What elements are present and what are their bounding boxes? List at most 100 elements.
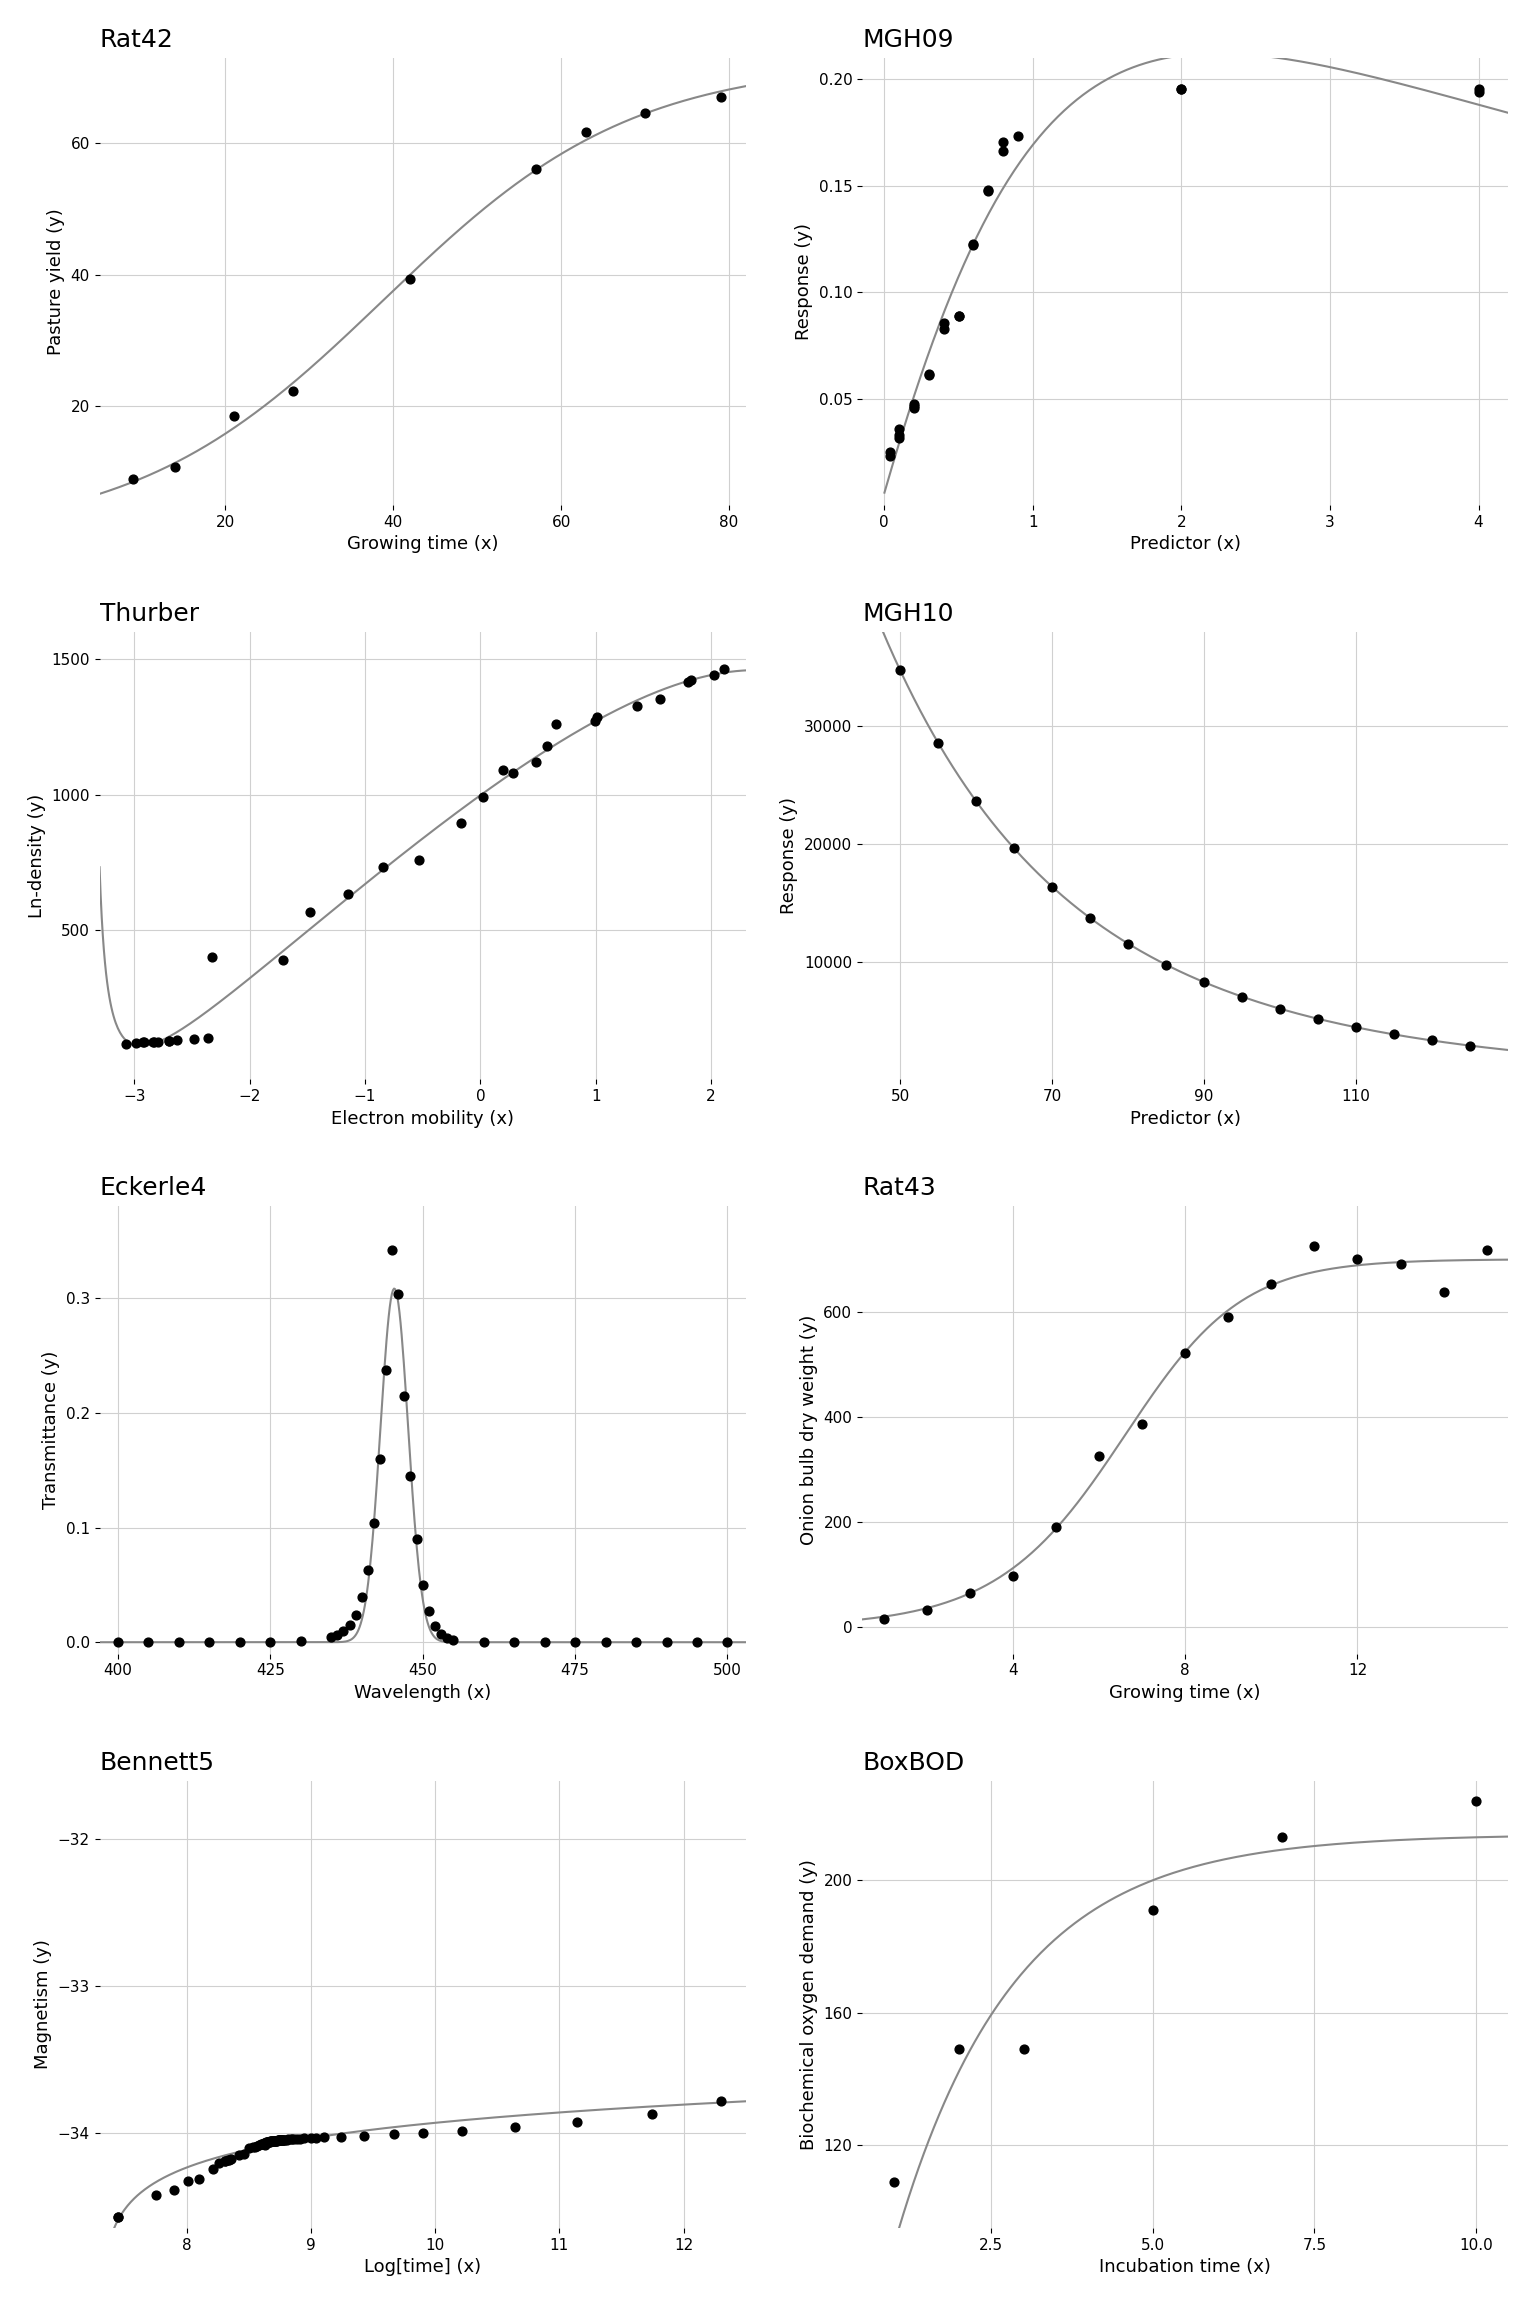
Point — [582, 703, 607, 740]
Point — [1086, 1438, 1111, 1475]
Point — [276, 2122, 301, 2159]
Point — [1141, 1892, 1166, 1928]
Point — [926, 723, 951, 760]
Point — [270, 2122, 295, 2159]
Point — [137, 1624, 161, 1661]
Point — [392, 1378, 416, 1415]
Point — [1006, 118, 1031, 154]
Point — [1475, 1230, 1499, 1267]
Point — [146, 1023, 170, 1060]
Point — [207, 2145, 232, 2182]
Point — [381, 2115, 406, 2152]
Point — [373, 1352, 398, 1389]
Point — [166, 1624, 190, 1661]
Point — [157, 1023, 181, 1060]
Point — [535, 728, 559, 765]
Point — [1467, 71, 1491, 108]
Y-axis label: Response (y): Response (y) — [780, 797, 799, 915]
Text: Rat42: Rat42 — [100, 28, 174, 51]
Point — [344, 1597, 369, 1634]
Point — [257, 2124, 281, 2161]
Y-axis label: Transmittance (y): Transmittance (y) — [41, 1350, 60, 1509]
Point — [253, 2124, 278, 2161]
Point — [266, 2122, 290, 2159]
Point — [404, 1521, 429, 1558]
Point — [243, 2129, 267, 2166]
Point — [624, 1624, 648, 1661]
Point — [1154, 947, 1178, 984]
Point — [593, 1624, 617, 1661]
Point — [888, 652, 912, 689]
Point — [258, 2122, 283, 2159]
Point — [212, 2143, 237, 2180]
Point — [106, 2198, 131, 2235]
Point — [886, 417, 911, 454]
Point — [272, 2122, 296, 2159]
Point — [267, 2122, 292, 2159]
Text: Bennett5: Bennett5 — [100, 1751, 215, 1774]
Point — [272, 2122, 296, 2159]
Y-axis label: Biochemical oxygen demand (y): Biochemical oxygen demand (y) — [800, 1859, 817, 2150]
Point — [200, 938, 224, 975]
Point — [708, 2083, 733, 2120]
Point — [902, 389, 926, 426]
Text: Rat43: Rat43 — [862, 1177, 935, 1200]
Point — [258, 1624, 283, 1661]
Point — [275, 2122, 300, 2159]
Point — [975, 170, 1000, 207]
Point — [257, 2124, 281, 2161]
Point — [946, 297, 971, 334]
Y-axis label: Ln-density (y): Ln-density (y) — [28, 793, 46, 917]
Point — [187, 2161, 212, 2198]
X-axis label: Electron mobility (x): Electron mobility (x) — [332, 1111, 515, 1127]
Point — [121, 461, 146, 498]
X-axis label: Incubation time (x): Incubation time (x) — [1100, 2258, 1272, 2276]
Point — [255, 2124, 280, 2161]
Point — [1260, 1265, 1284, 1302]
Point — [264, 2122, 289, 2159]
Y-axis label: Magnetism (y): Magnetism (y) — [34, 1940, 52, 2069]
Point — [106, 1624, 131, 1661]
Point — [352, 2117, 376, 2154]
Point — [280, 2120, 304, 2157]
Point — [585, 698, 610, 735]
Point — [326, 1615, 350, 1652]
Point — [679, 661, 703, 698]
Point — [261, 2122, 286, 2159]
Point — [177, 2161, 201, 2198]
Point — [398, 260, 422, 297]
Point — [1346, 1242, 1370, 1279]
Point — [106, 2198, 131, 2235]
Point — [429, 1615, 453, 1652]
Point — [292, 2120, 316, 2157]
Point — [131, 1023, 155, 1060]
Point — [1464, 1781, 1488, 1818]
Y-axis label: Response (y): Response (y) — [796, 223, 813, 341]
Point — [226, 2136, 250, 2173]
Point — [524, 744, 548, 781]
Point — [1078, 899, 1103, 935]
Point — [386, 1274, 410, 1311]
Point — [914, 1592, 938, 1629]
Point — [270, 2122, 295, 2159]
Point — [255, 2124, 280, 2161]
Point — [163, 2170, 187, 2207]
Point — [1267, 991, 1292, 1028]
Point — [269, 2122, 293, 2159]
Point — [624, 687, 648, 723]
Point — [181, 1021, 206, 1058]
Point — [963, 783, 988, 820]
X-axis label: Growing time (x): Growing time (x) — [1109, 1684, 1261, 1703]
Point — [217, 2140, 241, 2177]
Point — [197, 1624, 221, 1661]
Text: Thurber: Thurber — [100, 601, 198, 627]
Point — [1217, 1299, 1241, 1336]
Point — [266, 2122, 290, 2159]
Point — [253, 2124, 278, 2161]
Point — [250, 2124, 275, 2161]
Point — [214, 2143, 238, 2180]
Point — [253, 2127, 278, 2163]
Point — [253, 2124, 278, 2161]
Point — [289, 1622, 313, 1659]
Point — [319, 1617, 344, 1654]
